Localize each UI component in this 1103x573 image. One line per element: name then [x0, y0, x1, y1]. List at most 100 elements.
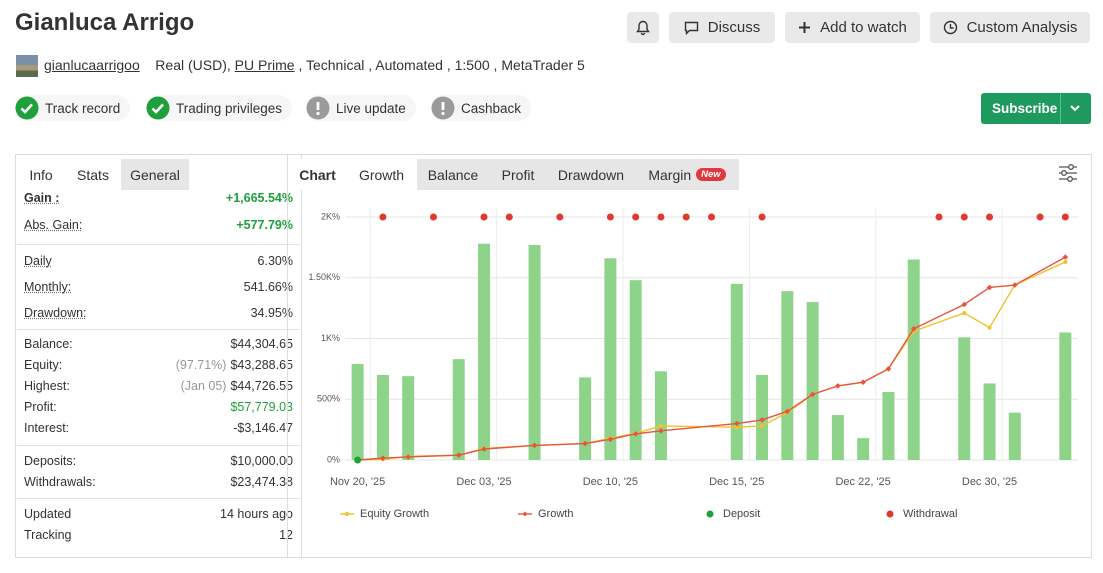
stat-row: Balance:$44,304.65 — [24, 334, 293, 354]
tab-label: Margin — [648, 167, 691, 183]
check-icon — [146, 96, 170, 120]
stat-value-wrap: +1,665.54% — [226, 191, 293, 205]
stat-value: +577.79% — [236, 218, 293, 232]
stat-row: Gain : +1,665.54% — [24, 188, 293, 208]
stat-row: Deposits: $10,000.00 — [24, 451, 293, 471]
stat-note: (97.71%) — [176, 358, 227, 372]
tab-label: Chart — [299, 167, 336, 183]
stat-value: $44,304.65 — [230, 337, 293, 351]
stat-label: Deposits: — [24, 454, 76, 468]
bell-icon — [636, 20, 650, 36]
tab[interactable]: Balance — [417, 159, 489, 190]
tab[interactable]: Stats — [65, 159, 121, 190]
stat-label: Withdrawals: — [24, 475, 96, 489]
stat-value: $44,726.55 — [230, 379, 293, 393]
stat-value-wrap: $57,779.03 — [230, 400, 293, 414]
account-line: gianlucaarrigoo Real (USD), PU Prime , T… — [44, 57, 585, 73]
subscribe-button[interactable]: Subscribe — [981, 93, 1091, 124]
stat-row: Equity:(97.71%)$43,288.65 — [24, 355, 293, 375]
stat-value-wrap: (Jan 05)$44,726.55 — [181, 379, 293, 393]
subscribe-label: Subscribe — [992, 101, 1057, 116]
discuss-button[interactable]: Discuss — [669, 12, 775, 43]
divider — [1060, 93, 1061, 124]
broker-link[interactable]: PU Prime — [235, 57, 295, 73]
stat-value-wrap: $23,474.38 — [230, 475, 293, 489]
stat-label: Interest: — [24, 421, 69, 435]
button-label: Add to watch — [820, 19, 907, 36]
stat-row: Interest: -$3,146.47 — [24, 418, 293, 438]
stats-panel: InfoStatsGeneral Gain : +1,665.54% Abs. Gai… — [15, 154, 302, 558]
avatar — [16, 55, 38, 77]
button-label: Custom Analysis — [967, 19, 1078, 36]
stat-value: $57,779.03 — [230, 400, 293, 414]
stat-value: $23,474.38 — [230, 475, 293, 489]
chevron[interactable] — [1069, 103, 1081, 113]
stat-value: $10,000.00 — [230, 454, 293, 468]
stat-row: Highest: (Jan 05)$44,726.55 — [24, 376, 293, 396]
stat-label: Drawdown: — [24, 306, 87, 320]
stat-value: -$3,146.47 — [233, 421, 293, 435]
watch-button[interactable]: Add to watch — [785, 12, 920, 43]
badge: Cashback — [431, 95, 531, 121]
stat-value-wrap: 541.66% — [244, 280, 293, 294]
details: Real (USD), — [155, 57, 234, 73]
badge: Live update — [306, 95, 416, 121]
stat-row: Drawdown:34.95% — [24, 303, 293, 323]
separator — [17, 244, 300, 245]
alert-icon — [431, 96, 455, 120]
stat-row: Updated 14 hours ago — [24, 504, 293, 524]
tab[interactable]: Growth — [346, 159, 417, 190]
tab-label: Growth — [359, 167, 404, 183]
stat-label: Daily — [24, 254, 52, 268]
stat-row: Tracking12 — [24, 525, 293, 545]
stat-value-wrap: -$3,146.47 — [233, 421, 293, 435]
stat-label: Highest: — [24, 379, 70, 393]
stat-value-wrap: 14 hours ago — [220, 507, 293, 521]
stat-value: +1,665.54% — [226, 191, 293, 205]
stat-row: Withdrawals: $23,474.38 — [24, 472, 293, 492]
separator — [17, 498, 300, 499]
stat-row: Daily6.30% — [24, 251, 293, 271]
button-label: Discuss — [708, 19, 761, 36]
badge: Track record — [15, 95, 130, 121]
stat-value-wrap: (97.71%)$43,288.65 — [176, 358, 293, 372]
badge-label: Trading privileges — [176, 101, 282, 116]
tab[interactable]: MarginNew — [635, 159, 739, 190]
stat-value: 541.66% — [244, 280, 293, 294]
badge: Trading privileges — [146, 95, 292, 121]
stat-label: Tracking — [24, 528, 71, 542]
tab[interactable]: Profit — [489, 159, 547, 190]
stat-value-wrap: $10,000.00 — [230, 454, 293, 468]
stat-row: Monthly: 541.66% — [24, 277, 293, 297]
tab[interactable]: General — [121, 159, 189, 190]
analysis-button[interactable]: Custom Analysis — [930, 12, 1090, 43]
stat-label: Gain : — [24, 191, 59, 205]
stat-value: 14 hours ago — [220, 507, 293, 521]
tab-label: Balance — [428, 167, 479, 183]
tab[interactable]: Info — [17, 159, 65, 190]
stat-label: Updated — [24, 507, 71, 521]
separator — [17, 445, 300, 446]
stat-value-wrap: $44,304.65 — [230, 337, 293, 351]
stat-row: Abs. Gain: +577.79% — [24, 215, 293, 235]
stat-label: Monthly: — [24, 280, 71, 294]
stat-label: Abs. Gain: — [24, 218, 82, 232]
stat-label: Profit: — [24, 400, 57, 414]
chart-panel: Chart Growth Balance Profit Drawdown MarginNe… — [287, 154, 1092, 558]
settings-icon[interactable] — [1057, 163, 1079, 183]
user-link[interactable]: gianlucaarrigoo — [44, 57, 140, 73]
badge-label: Cashback — [461, 101, 521, 116]
tab-label: Drawdown — [558, 167, 624, 183]
plus-icon — [798, 21, 811, 34]
trader-name: Gianluca Arrigo — [15, 9, 194, 37]
tab[interactable]: Drawdown — [547, 159, 635, 190]
notify-button[interactable] — [627, 12, 659, 43]
tab[interactable]: Chart — [289, 159, 346, 190]
tab-label: Profit — [502, 167, 535, 183]
alert-icon — [306, 96, 330, 120]
stat-row: Profit: $57,779.03 — [24, 397, 293, 417]
stat-note: (Jan 05) — [181, 379, 227, 393]
chat-icon — [684, 21, 699, 35]
stat-value-wrap: +577.79% — [236, 218, 293, 232]
